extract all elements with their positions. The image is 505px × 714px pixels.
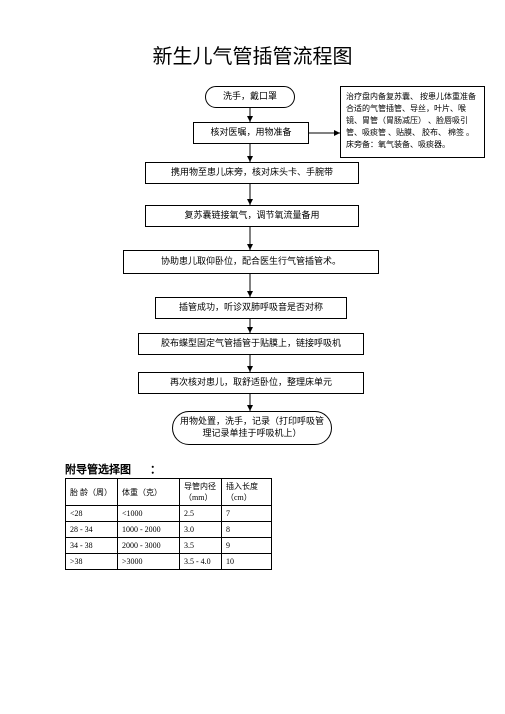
table-cell: 3.5 - 4.0 [180,554,222,570]
table-header: 体重（克） [118,479,180,506]
page-title: 新生儿气管插管流程图 [0,40,505,69]
tube-selection-table: 胎 龄（周）体重（克）导管内径（mm）插入长度 （cm） <28<10002.5… [65,478,272,570]
flow-node-n5: 协助患儿取仰卧位，配合医生行气管插管术。 [123,250,379,274]
table-cell: <1000 [118,506,180,522]
table-row: 34 - 382000 - 30003.59 [66,538,272,554]
flow-node-n3: 携用物至患儿床旁，核对床头卡、手腕带 [145,162,359,184]
prep-note-box: 治疗盘内备复苏囊、 按患儿体重准备合适的气管插管、导丝，叶片、喉镜、胃管（胃肠减… [340,86,485,158]
table-header: 胎 龄（周） [66,479,118,506]
table-cell: >38 [66,554,118,570]
flow-node-n2: 核对医嘱，用物准备 [193,122,309,144]
table-cell: >3000 [118,554,180,570]
table-cell: 9 [222,538,272,554]
table-cell: 3.5 [180,538,222,554]
table-row: 28 - 341000 - 20003.08 [66,522,272,538]
table-cell: 7 [222,506,272,522]
colon: ： [150,461,161,477]
table-header: 插入长度 （cm） [222,479,272,506]
table-cell: 2000 - 3000 [118,538,180,554]
table-cell: 1000 - 2000 [118,522,180,538]
table-cell: 2.5 [180,506,222,522]
table-heading: 附导管选择图 [65,461,131,477]
table-cell: 3.0 [180,522,222,538]
flow-node-n8: 再次核对患儿，取舒适卧位，整理床单元 [138,372,364,394]
table-cell: 34 - 38 [66,538,118,554]
flow-node-n6: 插管成功，听诊双肺呼吸音是否对称 [155,297,347,319]
table-cell: 8 [222,522,272,538]
table-row: <28<10002.57 [66,506,272,522]
flow-node-n9: 用物处置，洗手，记录（打印呼吸管理记录单挂于呼吸机上） [172,411,332,445]
flow-node-n7: 胶布蝶型固定气管插管于贴膜上，链接呼吸机 [138,333,364,355]
table-cell: <28 [66,506,118,522]
flow-node-n1: 洗手，戴口罩 [205,86,295,108]
table-cell: 28 - 34 [66,522,118,538]
table-header: 导管内径（mm） [180,479,222,506]
flow-node-n4: 复苏囊链接氧气，调节氧流量备用 [145,205,359,227]
table-row: >38>30003.5 - 4.010 [66,554,272,570]
table-cell: 10 [222,554,272,570]
